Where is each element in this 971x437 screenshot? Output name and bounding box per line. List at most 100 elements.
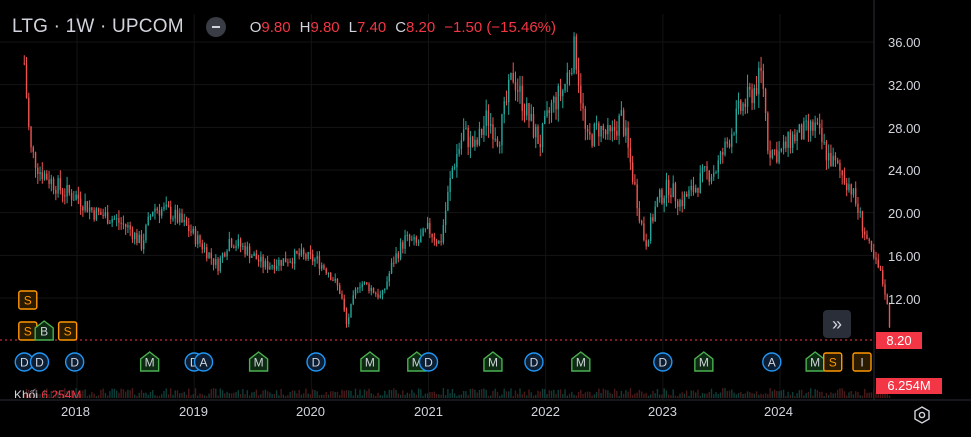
meeting-event-icon[interactable]: M (805, 351, 825, 372)
candle-body (749, 86, 751, 90)
candle-body (167, 204, 170, 207)
candle-body (517, 90, 519, 92)
volume-bar (571, 391, 573, 398)
candle-body (75, 194, 77, 200)
volume-bar (654, 393, 656, 398)
volume-bar (460, 394, 463, 398)
volume-bar (735, 394, 737, 398)
candle-body (122, 223, 125, 225)
volume-bar (345, 390, 348, 398)
candle-body (791, 134, 794, 148)
meeting-event-icon[interactable]: M (248, 351, 269, 372)
candle-body (674, 183, 677, 202)
meeting-event-icon[interactable]: M (483, 351, 503, 372)
candle-body (219, 258, 222, 272)
candle-body (206, 247, 208, 259)
meeting-event-icon[interactable]: M (571, 351, 591, 372)
meeting-event-icon[interactable]: M (694, 351, 714, 372)
volume-bar (402, 390, 404, 398)
split-event-icon[interactable]: S (18, 321, 38, 341)
candle-body (248, 246, 251, 258)
candle-body (34, 152, 37, 168)
collapse-icon[interactable] (205, 17, 226, 37)
candle-body (548, 110, 550, 113)
volume-bar (384, 390, 386, 398)
volume-bar (532, 395, 535, 398)
volume-bar (269, 392, 271, 398)
announcement-event-icon[interactable]: A (193, 352, 214, 372)
candle-body (510, 73, 512, 80)
volume-bar (677, 395, 679, 398)
candle-body (411, 239, 413, 241)
candle-body (604, 130, 607, 135)
candle-body (104, 212, 107, 217)
volume-bar (390, 390, 393, 398)
meeting-event-icon[interactable]: M (139, 351, 160, 372)
bond-event-icon[interactable]: B (34, 320, 54, 341)
candle-body (625, 127, 627, 136)
volume-bar (368, 388, 370, 398)
volume-bar (764, 393, 767, 398)
volume-bar (152, 390, 154, 398)
candle-body (172, 218, 174, 220)
volume-bar (584, 392, 587, 398)
volume-bar (629, 388, 632, 398)
volume-bar (848, 392, 850, 398)
volume-bar (375, 395, 377, 398)
volume-bar (106, 395, 109, 398)
volume-bar (221, 390, 224, 398)
scroll-to-realtime-button[interactable]: » (823, 310, 851, 338)
candle-body (564, 83, 566, 91)
candle-body (796, 132, 798, 141)
dividend-event-icon[interactable]: D (524, 352, 544, 372)
dividend-event-icon[interactable]: D (29, 352, 50, 372)
price-tick: 28.00 (888, 121, 921, 136)
volume-bar (501, 394, 503, 398)
event-label: M (488, 356, 498, 370)
volume-bar (667, 394, 670, 398)
candle-body (499, 145, 501, 147)
volume-bar (647, 395, 650, 398)
split-event-icon[interactable]: S (823, 352, 843, 372)
volume-bar (791, 391, 794, 398)
candle-body (120, 222, 122, 224)
event-label: M (254, 356, 264, 370)
candle-body (789, 131, 792, 148)
announcement-event-icon[interactable]: A (762, 352, 782, 372)
candle-body (244, 245, 246, 255)
candle-body (402, 242, 404, 249)
volume-bar (593, 394, 596, 398)
volume-bar (474, 389, 476, 398)
candle-body (462, 129, 465, 141)
split-event-icon[interactable]: S (18, 290, 38, 310)
volume-bar (631, 395, 634, 398)
candle-body (769, 150, 771, 158)
settings-icon[interactable] (912, 405, 932, 425)
candle-body (190, 231, 192, 233)
symbol-title[interactable]: LTG · 1W · UPCOM (12, 16, 184, 37)
ipo-event-icon[interactable]: I (852, 352, 872, 372)
dividend-event-icon[interactable]: D (64, 352, 85, 372)
candle-body (857, 203, 859, 213)
candle-body (451, 168, 454, 178)
dividend-event-icon[interactable]: D (653, 352, 673, 372)
change-value: −1.50 (−15.46%) (444, 18, 556, 36)
candle-body (149, 216, 152, 218)
dividend-event-icon[interactable]: D (306, 352, 326, 372)
volume-bar (598, 388, 600, 398)
meeting-event-icon[interactable]: M (360, 351, 380, 372)
split-event-icon[interactable]: S (57, 321, 78, 341)
candle-body (174, 209, 176, 219)
volume-bar (359, 389, 361, 398)
candle-body (43, 173, 46, 180)
candle-body (699, 173, 701, 193)
volume-bar (706, 393, 708, 398)
candle-body (501, 114, 503, 146)
candle-body (350, 303, 352, 318)
volume-bar (181, 392, 183, 398)
dividend-event-icon[interactable]: D (418, 352, 439, 372)
event-label: D (424, 356, 433, 370)
candle-body (176, 209, 179, 223)
candle-body (386, 281, 388, 289)
